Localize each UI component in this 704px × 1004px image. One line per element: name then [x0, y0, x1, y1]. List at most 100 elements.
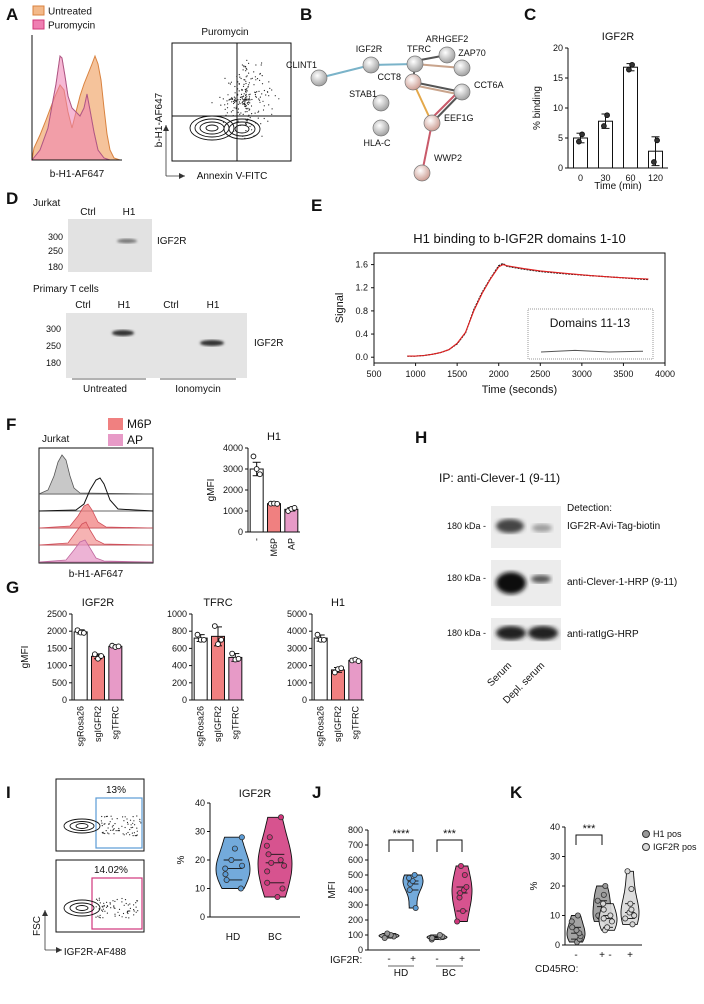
- a-scatter-dot: [245, 105, 247, 107]
- k-xtick-label-1: +: [599, 950, 605, 961]
- k-3-point-6: [628, 885, 635, 892]
- a-scatter-dot: [245, 94, 247, 96]
- i-flow-dot: [102, 917, 104, 919]
- i-flow-dot: [123, 904, 125, 906]
- i-flow-dot: [124, 899, 127, 901]
- i-bc-point-4: [281, 862, 288, 869]
- C-xtick-label-1: 30: [600, 173, 610, 183]
- i-flow-dot: [116, 818, 118, 820]
- h-marker-1: 180 kDa -: [447, 521, 486, 531]
- i-flow-dot: [126, 818, 128, 820]
- i-hd-point-1: [223, 876, 230, 883]
- a-scatter-dot: [255, 64, 257, 66]
- G3-ytick-label-5: 5000: [287, 609, 307, 619]
- C-ytick-label-2: 10: [553, 103, 563, 113]
- i-flow-dot: [113, 907, 115, 909]
- i-gate-percent-bc: 14.02%: [94, 865, 128, 876]
- d-jurkat-label: Jurkat: [33, 198, 60, 209]
- a-scatter-dot: [227, 94, 229, 96]
- a-scatter-dot: [250, 78, 252, 80]
- d-lane-h1-untreated: H1: [118, 300, 131, 311]
- h-ip-label: IP: anti-Clever-1 (9-11): [439, 471, 560, 485]
- i-flow-dot: [114, 907, 116, 910]
- a-scatter-dot: [243, 65, 245, 67]
- i-x-arrowhead: [56, 947, 62, 953]
- C-ytick-label-0: 0: [558, 163, 563, 173]
- G2-ytick-label-4: 800: [172, 626, 187, 636]
- panel-i: I HD 13% BC 14.02% FSC IGF2R-AF488 0 10 20…: [6, 778, 300, 958]
- i-flow-dot: [125, 833, 127, 835]
- i-flow-dot: [121, 916, 123, 918]
- G3-ytick-label-4: 4000: [287, 626, 307, 636]
- i-flow-dot: [117, 830, 119, 832]
- a-scatter-dot: [231, 98, 233, 100]
- a-scatter-dot: [237, 81, 239, 83]
- a-scatter-dot: [239, 113, 241, 115]
- network-node-label-wwp2: WWP2: [434, 153, 462, 163]
- a-scatter-dot: [261, 75, 263, 77]
- C-xlabel: Time (min): [594, 181, 641, 192]
- network-node-tfrc: [406, 55, 424, 73]
- C-xtick-label-2: 60: [625, 173, 635, 183]
- a-scatter-dot: [248, 62, 250, 64]
- i-flow-dot: [132, 822, 134, 824]
- a-scatter-dot: [246, 111, 248, 113]
- j-1-point-1: [406, 887, 413, 894]
- i-flow-dot: [133, 832, 135, 834]
- i-flow-dot: [107, 827, 109, 829]
- a-scatter-dot: [262, 109, 265, 111]
- F-point-0-0: [250, 453, 257, 460]
- a-dot-y-arrowhead: [163, 125, 169, 131]
- a-scatter-dot: [245, 89, 247, 91]
- G1-xtick-label-1: sgIGFR2: [93, 706, 103, 742]
- a-scatter-dot: [240, 112, 242, 114]
- k-3-point-0: [629, 921, 636, 928]
- i-hd-point-3: [222, 865, 229, 872]
- i-flow-dot: [122, 912, 125, 915]
- a-scatter-dot: [247, 86, 249, 88]
- a-scatter-dot: [244, 102, 246, 104]
- i-xlabel: IGF2R-AF488: [64, 947, 127, 958]
- i-title: IGF2R: [239, 788, 271, 800]
- a-scatter-dot: [228, 82, 230, 84]
- G2-point-0-2: [201, 636, 207, 643]
- i-flow-dot: [108, 823, 110, 825]
- f-hist-m6p-2: [38, 521, 154, 546]
- j-sig-label-0: ****: [392, 828, 410, 840]
- i-ytick-label-2: 20: [195, 855, 205, 865]
- h-detection-3: anti-ratIgG-HRP: [567, 629, 639, 640]
- a-scatter-dot: [227, 115, 229, 117]
- e-title: H1 binding to b-IGF2R domains 1-10: [413, 231, 625, 246]
- network-node-label-zap70: ZAP70: [458, 48, 486, 58]
- C-point-3-1: [654, 137, 660, 144]
- i-flow-dot: [114, 823, 116, 825]
- a-scatter-dot: [219, 96, 221, 98]
- i-flow-dot: [129, 834, 131, 836]
- f-legend-ap: AP: [127, 433, 143, 447]
- k-0-point-4: [573, 927, 580, 934]
- e-xtick-label-3: 2000: [489, 369, 509, 379]
- k-0-point-6: [568, 918, 575, 925]
- a-scatter-dot: [248, 101, 250, 103]
- i-flow-dot: [131, 832, 133, 834]
- a-scatter-dot: [232, 115, 234, 117]
- G3-ytick-label-0: 0: [302, 695, 307, 705]
- chart-i: 0 10 20 30 40 IGF2R% HD BC: [176, 788, 300, 943]
- a-scatter-dot: [249, 117, 251, 119]
- i-flow-dot: [129, 903, 131, 905]
- i-flow-contours: [63, 818, 101, 917]
- a-scatter-dot: [230, 111, 232, 113]
- a-scatter-dot: [251, 113, 253, 115]
- a-scatter-dot: [271, 108, 273, 110]
- d-marker-180: 180: [48, 262, 63, 272]
- k-xtick-label-0: -: [574, 950, 577, 961]
- j-ytick-label-7: 700: [348, 840, 363, 850]
- h-band-1-depl: [532, 524, 552, 532]
- a-scatter-dot: [261, 62, 263, 64]
- a-scatter-dot: [246, 90, 248, 92]
- a-scatter-dot: [258, 99, 261, 101]
- i-flow-dot: [108, 833, 110, 835]
- i-flow-dot: [133, 904, 135, 906]
- C-point-2-0: [626, 66, 632, 73]
- k-3-point-4: [628, 906, 635, 913]
